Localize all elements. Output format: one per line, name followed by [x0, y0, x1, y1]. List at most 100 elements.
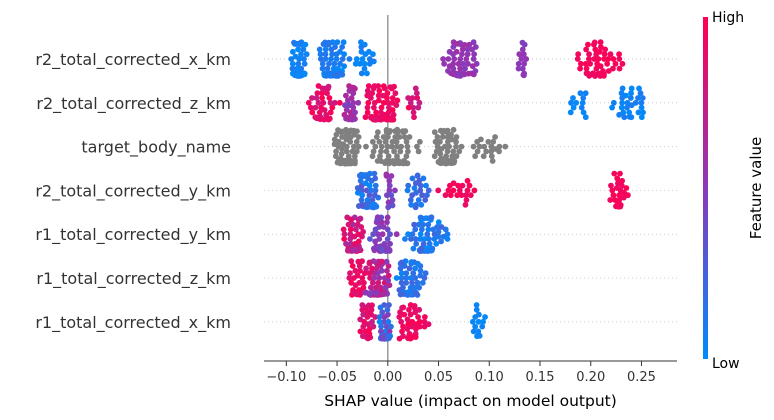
feature-label: r1_total_corrected_z_km [36, 269, 231, 289]
shap-point [619, 177, 626, 184]
shap-point [408, 259, 415, 265]
shap-point [591, 39, 598, 46]
shap-point [618, 90, 625, 97]
shap-point [320, 99, 327, 106]
shap-point [333, 56, 340, 62]
shap-point [444, 236, 451, 242]
shap-point [496, 148, 502, 155]
shap-point [453, 143, 459, 150]
shap-point [364, 70, 370, 77]
shap-point [319, 65, 326, 72]
shap-point [322, 39, 328, 46]
shap-point [355, 99, 362, 106]
shap-point [415, 197, 422, 203]
shap-point [466, 41, 473, 48]
shap-point [364, 92, 371, 99]
shap-point [358, 171, 365, 178]
shap-point [519, 46, 526, 53]
shap-point [396, 287, 403, 293]
shap-point [357, 328, 364, 335]
shap-point [369, 138, 376, 145]
shap-point [341, 63, 347, 70]
shap-point [289, 60, 296, 67]
shap-point [640, 109, 646, 116]
shap-point [340, 141, 347, 148]
shap-point [460, 60, 466, 67]
shap-point [469, 63, 476, 70]
shap-point [385, 199, 392, 206]
shap-point [378, 158, 385, 164]
shap-point [628, 90, 634, 97]
shap-point [442, 192, 449, 199]
shap-point [398, 270, 405, 277]
shap-point [614, 175, 621, 182]
shap-point [347, 270, 353, 277]
shap-point [450, 126, 457, 133]
shap-point [372, 116, 379, 123]
shap-point [384, 236, 391, 242]
shap-point [385, 99, 391, 106]
shap-point [332, 153, 339, 160]
shap-point [417, 267, 424, 274]
shap-point [359, 306, 366, 313]
shap-point [388, 192, 395, 199]
shap-point [328, 56, 334, 62]
shap-point [464, 60, 471, 67]
shap-point [476, 143, 483, 150]
x-tick-label: −0.05 [317, 370, 357, 385]
shap-point [346, 275, 353, 281]
shap-point [420, 240, 427, 247]
shap-point [450, 187, 457, 194]
shap-point [616, 203, 622, 210]
shap-point [609, 104, 615, 111]
shap-point [348, 240, 354, 247]
shap-point [301, 60, 308, 67]
shap-point [626, 113, 633, 120]
shap-point [375, 92, 382, 99]
shap-point [358, 48, 365, 55]
shap-point [364, 87, 371, 94]
shap-point [378, 109, 384, 116]
shap-point [340, 226, 347, 233]
feature-label: r1_total_corrected_y_km [35, 225, 231, 245]
colorbar-high-label: High [712, 10, 744, 26]
shap-point [574, 56, 581, 62]
shap-point [577, 60, 584, 67]
shap-point [319, 95, 325, 101]
shap-point [592, 46, 599, 53]
colorbar: High Low Feature value [703, 10, 765, 372]
shap-point [422, 270, 429, 277]
shap-point [416, 99, 423, 106]
shap-point [324, 90, 330, 97]
shap-point [366, 259, 373, 266]
shap-point [583, 65, 590, 72]
shap-point [382, 328, 389, 335]
shap-point [361, 65, 368, 72]
shap-point [347, 216, 354, 223]
shap-point [307, 104, 314, 111]
shap-point [490, 138, 497, 145]
shap-point [458, 143, 465, 150]
shap-point [355, 134, 362, 140]
shap-point [387, 240, 393, 247]
shap-point [317, 56, 324, 62]
shap-point [627, 95, 634, 101]
shap-point [568, 99, 574, 106]
shap-point [289, 65, 296, 72]
shap-point [407, 275, 414, 281]
shap-point [376, 138, 383, 145]
shap-point [463, 56, 470, 62]
shap-point [401, 134, 408, 140]
shap-point [339, 134, 345, 140]
shap-point [370, 270, 377, 277]
shap-point [324, 65, 331, 72]
shap-point [616, 65, 623, 72]
shap-point [515, 60, 522, 67]
shap-point [408, 201, 415, 208]
shap-point [638, 104, 645, 111]
shap-point [403, 279, 410, 286]
shap-point [384, 267, 390, 274]
shap-point [372, 143, 379, 150]
shap-point [453, 134, 460, 140]
shap-point [444, 148, 451, 155]
